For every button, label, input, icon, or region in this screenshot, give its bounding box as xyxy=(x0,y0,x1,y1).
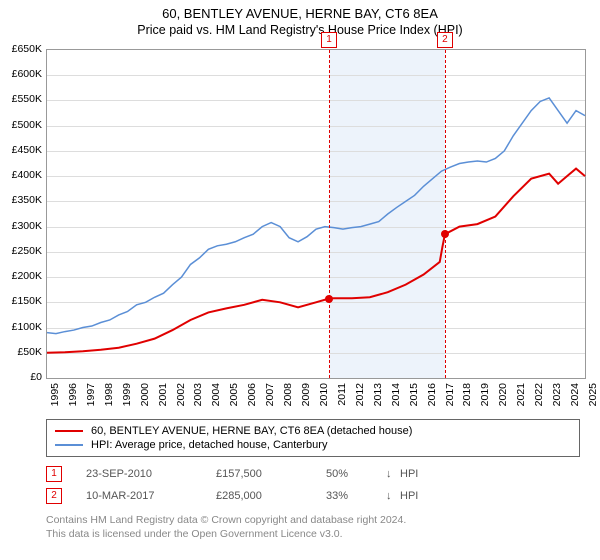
title-main: 60, BENTLEY AVENUE, HERNE BAY, CT6 8EA xyxy=(0,6,600,21)
transaction-pct: 33% xyxy=(326,490,386,502)
legend-swatch xyxy=(55,430,83,432)
plot-area: 12 xyxy=(46,49,586,379)
y-axis: £0£50K£100K£150K£200K£250K£300K£350K£400… xyxy=(0,49,46,379)
transaction-row: 1 23-SEP-2010£157,50050%↓HPI xyxy=(46,463,580,485)
transaction-date: 23-SEP-2010 xyxy=(86,468,216,480)
y-tick-label: £250K xyxy=(12,245,42,257)
x-tick-label: 2022 xyxy=(533,383,545,406)
x-tick-label: 2013 xyxy=(372,383,384,406)
x-tick-label: 2002 xyxy=(175,383,187,406)
y-tick-label: £600K xyxy=(12,68,42,80)
x-tick-label: 2023 xyxy=(551,383,563,406)
x-tick-label: 2015 xyxy=(408,383,420,406)
y-tick-label: £150K xyxy=(12,295,42,307)
x-tick-label: 2009 xyxy=(300,383,312,406)
x-tick-label: 2004 xyxy=(210,383,222,406)
transaction-vs: HPI xyxy=(400,468,418,480)
footer-line-1: Contains HM Land Registry data © Crown c… xyxy=(46,513,580,527)
transaction-dot xyxy=(441,230,449,238)
x-tick-label: 2012 xyxy=(354,383,366,406)
legend: 60, BENTLEY AVENUE, HERNE BAY, CT6 8EA (… xyxy=(46,419,580,457)
transaction-row: 2 10-MAR-2017£285,00033%↓HPI xyxy=(46,485,580,507)
series-svg xyxy=(47,50,585,378)
y-tick-label: £200K xyxy=(12,270,42,282)
x-tick-label: 1995 xyxy=(49,383,61,406)
x-tick-label: 2001 xyxy=(157,383,169,406)
transaction-price: £285,000 xyxy=(216,490,326,502)
legend-item: 60, BENTLEY AVENUE, HERNE BAY, CT6 8EA (… xyxy=(55,424,571,438)
x-tick-label: 1996 xyxy=(67,383,79,406)
x-tick-label: 2011 xyxy=(336,383,348,406)
x-tick-label: 1997 xyxy=(85,383,97,406)
y-tick-label: £350K xyxy=(12,194,42,206)
x-tick-label: 2000 xyxy=(139,383,151,406)
y-tick-label: £300K xyxy=(12,220,42,232)
x-tick-label: 2020 xyxy=(497,383,509,406)
y-tick-label: £500K xyxy=(12,119,42,131)
x-tick-label: 2021 xyxy=(515,383,527,406)
footer-line-2: This data is licensed under the Open Gov… xyxy=(46,527,580,541)
y-tick-label: £450K xyxy=(12,144,42,156)
legend-swatch xyxy=(55,444,83,446)
transaction-dot xyxy=(325,295,333,303)
x-tick-label: 2024 xyxy=(569,383,581,406)
x-tick-label: 2016 xyxy=(426,383,438,406)
transaction-marker: 1 xyxy=(46,466,62,482)
x-tick-label: 2010 xyxy=(318,383,330,406)
title-block: 60, BENTLEY AVENUE, HERNE BAY, CT6 8EA P… xyxy=(0,0,600,39)
x-tick-label: 2008 xyxy=(282,383,294,406)
title-sub: Price paid vs. HM Land Registry's House … xyxy=(0,23,600,37)
y-tick-label: £100K xyxy=(12,321,42,333)
x-tick-label: 2025 xyxy=(587,383,599,406)
x-tick-label: 2006 xyxy=(246,383,258,406)
transaction-price: £157,500 xyxy=(216,468,326,480)
x-tick-label: 2007 xyxy=(264,383,276,406)
y-tick-label: £550K xyxy=(12,93,42,105)
x-tick-label: 2017 xyxy=(444,383,456,406)
y-tick-label: £400K xyxy=(12,169,42,181)
series-line xyxy=(47,169,585,353)
legend-label: HPI: Average price, detached house, Cant… xyxy=(91,439,327,451)
series-line xyxy=(47,98,585,334)
transaction-date: 10-MAR-2017 xyxy=(86,490,216,502)
x-tick-label: 2014 xyxy=(390,383,402,406)
x-axis: 1995 1996 1997 1998 1999 2000 2001 2002 2003 2004… xyxy=(46,379,586,419)
legend-label: 60, BENTLEY AVENUE, HERNE BAY, CT6 8EA (… xyxy=(91,425,412,437)
down-arrow-icon: ↓ xyxy=(386,490,400,502)
x-tick-label: 2019 xyxy=(479,383,491,406)
event-marker-line xyxy=(329,50,330,378)
chart-area: £0 £50K £100K £150K £200K £250K £300K £350K £400… xyxy=(0,39,600,419)
event-marker-line xyxy=(445,50,446,378)
transactions-table: 1 23-SEP-2010£157,50050%↓HPI 2 10-MAR-2017£… xyxy=(46,463,580,507)
transaction-vs: HPI xyxy=(400,490,418,502)
x-tick-label: 2018 xyxy=(461,383,473,406)
x-tick-label: 2003 xyxy=(192,383,204,406)
transaction-marker: 2 xyxy=(46,488,62,504)
chart-container: 60, BENTLEY AVENUE, HERNE BAY, CT6 8EA P… xyxy=(0,0,600,541)
y-tick-label: £0 xyxy=(30,371,42,383)
legend-item: HPI: Average price, detached house, Cant… xyxy=(55,438,571,452)
footer: Contains HM Land Registry data © Crown c… xyxy=(46,513,580,541)
y-tick-label: £50K xyxy=(17,346,42,358)
down-arrow-icon: ↓ xyxy=(386,468,400,480)
y-tick-label: £650K xyxy=(12,43,42,55)
event-marker-label: 2 xyxy=(437,32,453,48)
x-tick-label: 1998 xyxy=(103,383,115,406)
x-tick-label: 2005 xyxy=(228,383,240,406)
event-marker-label: 1 xyxy=(321,32,337,48)
x-tick-label: 1999 xyxy=(121,383,133,406)
transaction-pct: 50% xyxy=(326,468,386,480)
